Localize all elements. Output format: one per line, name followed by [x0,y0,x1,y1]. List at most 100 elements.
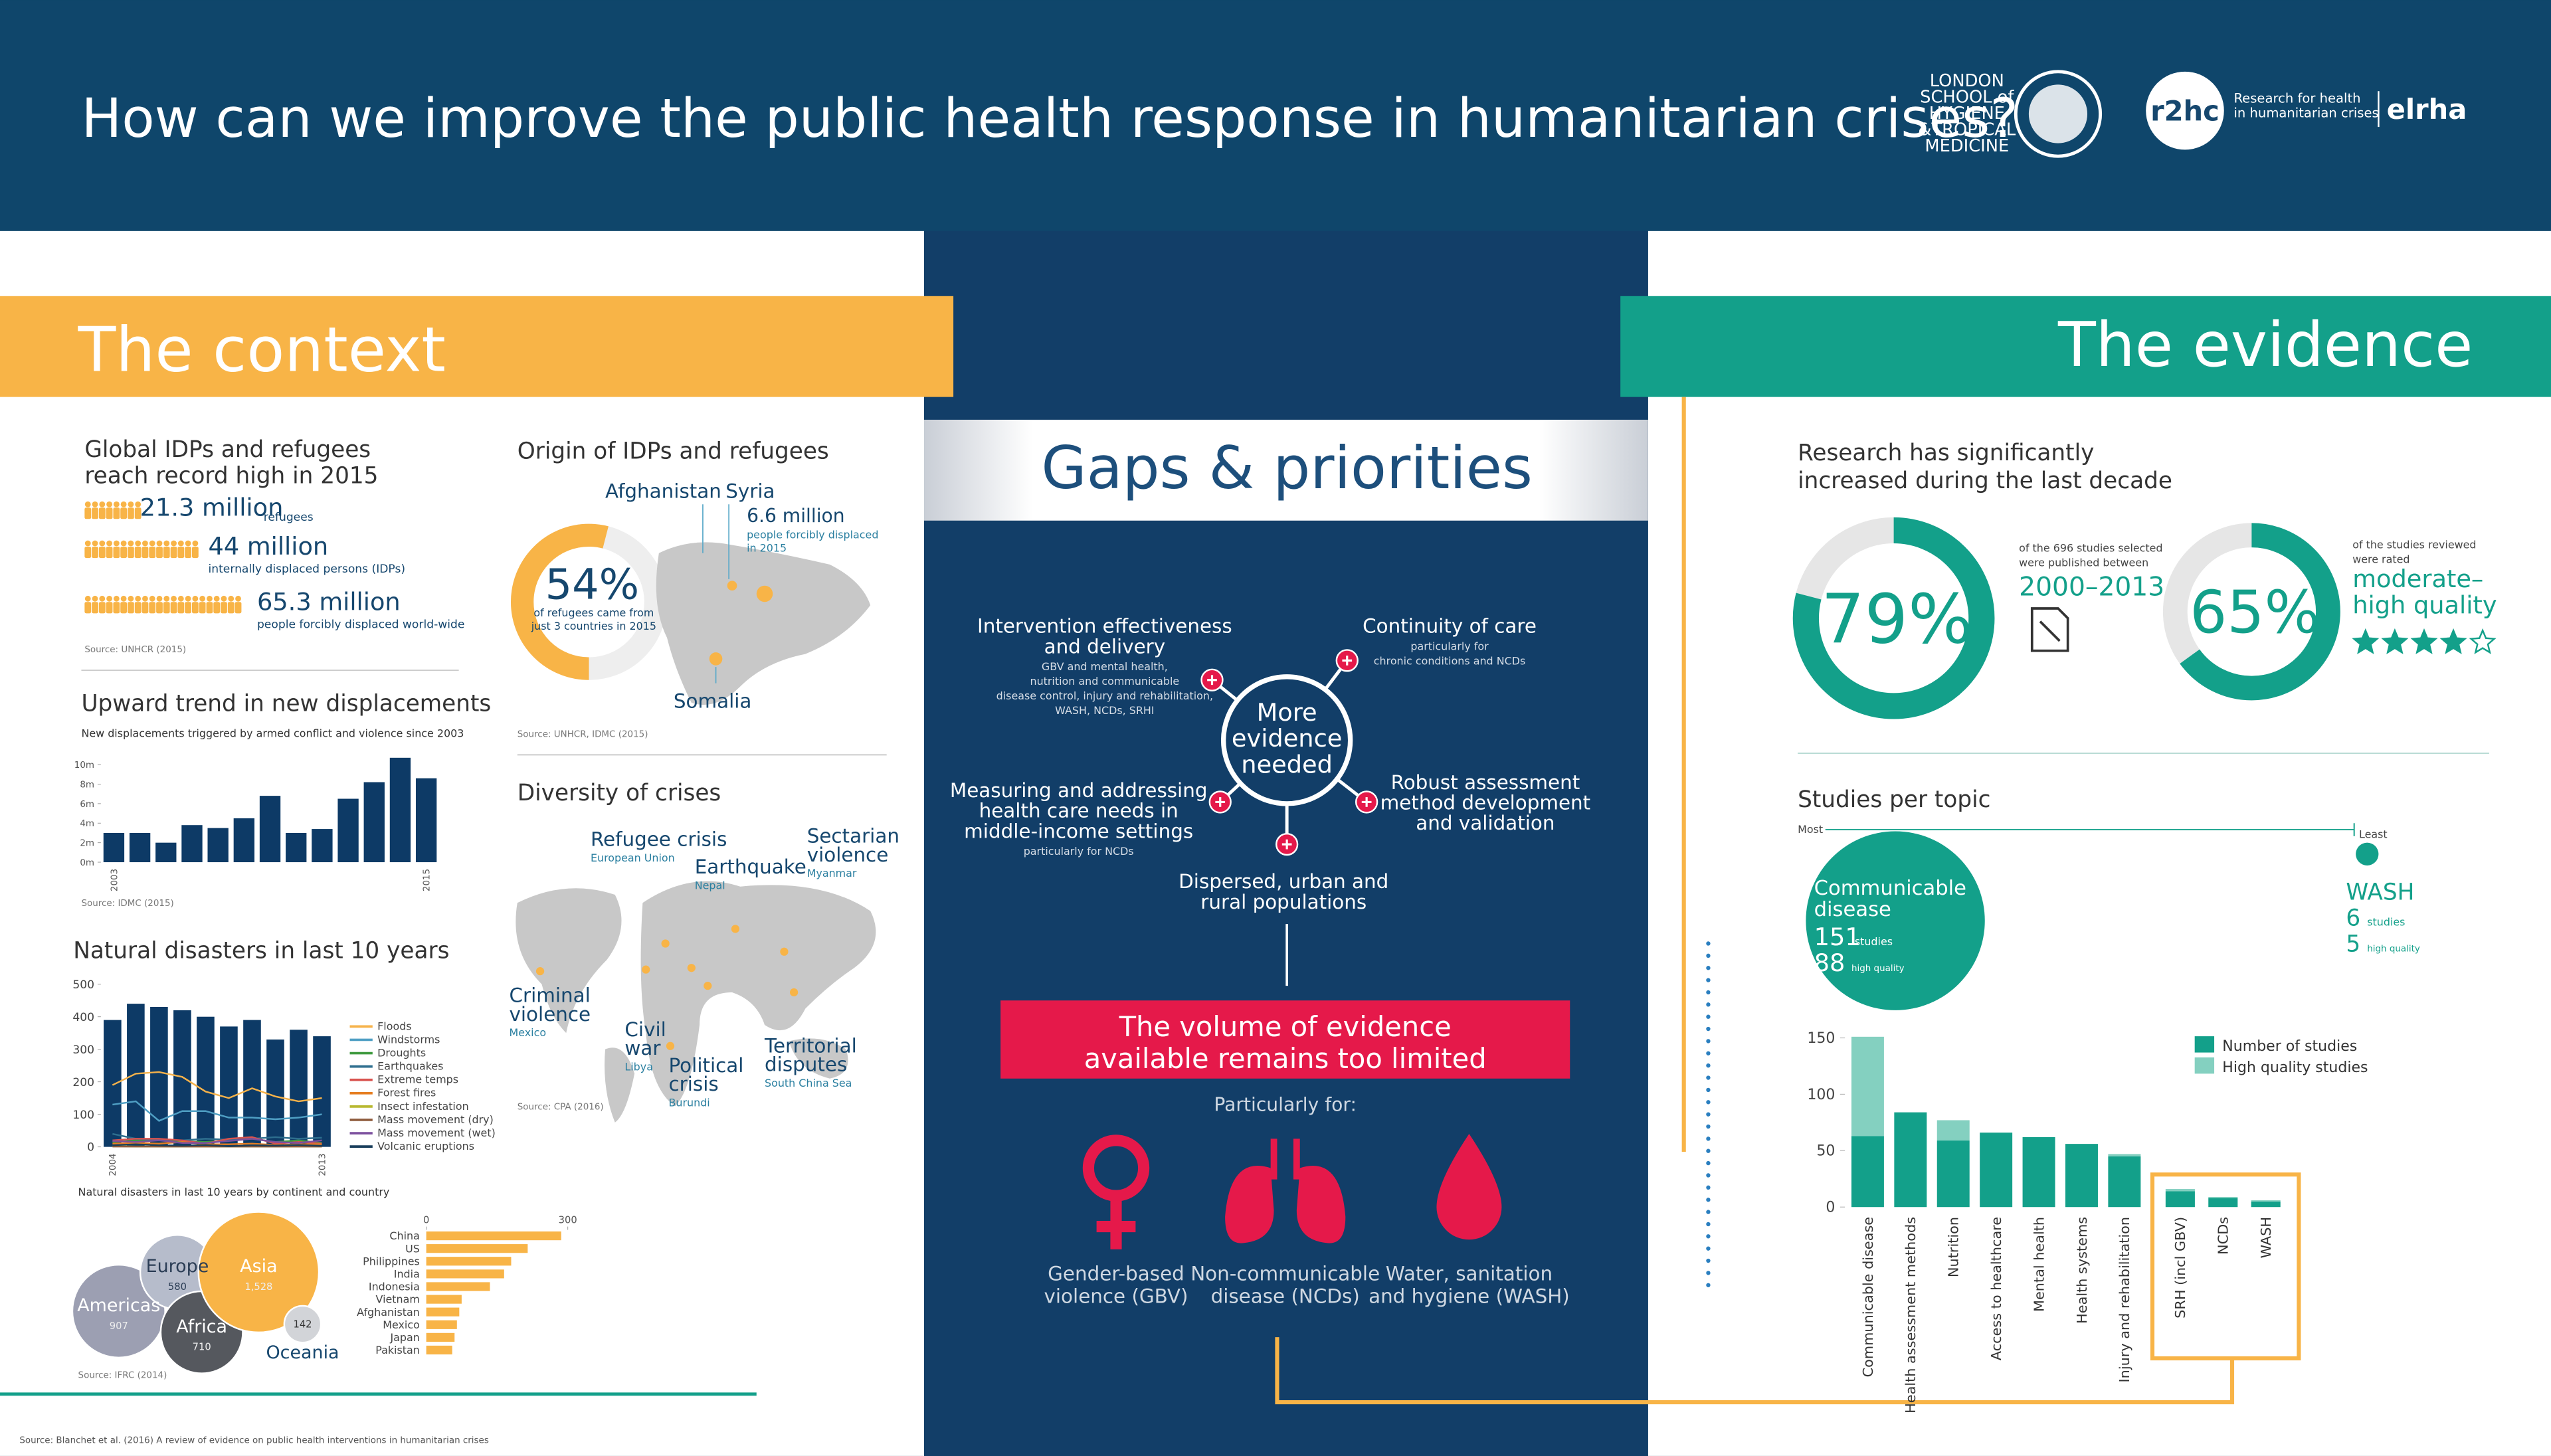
logo-text: MEDICINE [1925,136,2009,156]
gbv-icon [1096,1200,1136,1249]
crisis-place: Mexico [510,1026,547,1039]
person-icon [84,501,91,507]
person-icon [142,540,148,547]
focus-label: Non-communicable [1190,1262,1380,1285]
section-heading: The evidence [2057,309,2473,381]
y-tick-label: 50 [1816,1143,1835,1160]
person-icon [207,595,213,602]
map-highlight [642,965,650,974]
dotted-line [1706,966,1711,970]
bar [415,778,437,863]
priority-note: particularly for [1410,640,1489,652]
chart-title: Studies per topic [1798,786,1990,813]
y-tick-label: India [394,1268,420,1281]
star [2410,628,2438,654]
topic-note: high quality [1851,964,1905,974]
legend-label: Windstorms [377,1033,440,1046]
bar [2108,1154,2141,1156]
person-icon [171,540,177,547]
person-icon [128,501,134,507]
gaps-band [924,419,1648,521]
person-icon [92,540,98,547]
person-icon [156,546,163,559]
stat-label: refugees [264,511,314,524]
source: Source: IDMC (2015) [81,899,173,909]
crisis-place: Myanmar [807,867,857,879]
y-tick-label: Pakistan [375,1344,420,1356]
crisis-label: Earthquake [695,856,806,878]
person-icon [113,501,120,507]
topic-value: 88 [1814,949,1845,977]
legend-label: Insect infestation [377,1100,469,1113]
bar [426,1257,512,1266]
y-tick-label: Japan [389,1331,419,1344]
x-tick-label: 2004 [108,1153,118,1176]
bar [104,1020,122,1147]
x-tick-label: 2015 [423,869,432,891]
stat-label: people forcibly displaced world-wide [257,618,464,631]
person-icon [128,507,134,519]
person-icon [149,602,156,614]
map-highlight [780,947,789,956]
plus-icon [1215,797,1226,807]
person-icon [177,546,185,559]
priority-title: rural populations [1200,891,1367,913]
dotted-line [1706,1198,1711,1202]
legend-swatch [2194,1057,2215,1074]
person-icon [213,602,221,614]
bar [207,828,229,863]
priority-title: and delivery [1044,635,1166,658]
map-highlight [709,652,723,666]
country-label: Syria [725,480,775,502]
person-icon [171,595,177,602]
person-icon [92,602,98,614]
topic-name: Communicable [1814,877,1966,900]
person-icon [92,501,98,507]
bar [1851,1136,1884,1208]
dotted-line [1706,1173,1711,1178]
bar [2165,1189,2195,1192]
y-tick-label: 4m [80,819,94,829]
y-tick-label: 10m [74,761,94,771]
logo-crest-inner [2028,84,2088,143]
person-icon [227,602,235,614]
legend-label: Floods [377,1020,411,1032]
chart-title: Research has significantly [1798,440,2094,466]
x-tick-label: Health systems [2074,1217,2090,1324]
person-icon [149,595,155,602]
person-icon [185,540,191,547]
person-icon [99,595,106,602]
bar [2251,1201,2281,1208]
person-icon [191,546,199,559]
x-tick-label: 0 [423,1215,429,1226]
person-icon [98,546,106,559]
bubble-value: 907 [110,1320,128,1332]
y-tick-label: Vietnam [376,1293,420,1306]
y-tick-label: 300 [72,1044,94,1057]
person-icon [185,602,191,614]
plus-icon [1342,656,1353,666]
x-tick-label: WASH [2258,1217,2274,1259]
bar [389,757,411,863]
logo-text: in humanitarian crises [2233,105,2378,120]
x-tick-label: NCDs [2216,1217,2231,1255]
x-tick-label: Nutrition [1946,1217,1962,1277]
bubble [71,1263,166,1359]
bubble-value: 1,528 [244,1281,272,1293]
person-icon [156,602,163,614]
dotted-line [1706,1246,1711,1251]
bar [1980,1133,2013,1208]
subheading: Particularly for: [1214,1094,1357,1116]
map-highlight [535,967,545,976]
y-tick-label: 0 [87,1141,94,1154]
chart-title: Upward trend in new displacements [81,690,491,717]
banner-text: available remains too limited [1084,1042,1487,1075]
logo-crest [2014,70,2103,158]
bubble-label: Europe [146,1256,209,1277]
donut-arc [510,523,668,680]
dotted-line [1706,1063,1711,1068]
person-icon [92,546,98,559]
bar [1894,1112,1927,1208]
person-icon [128,595,134,602]
person-icon [128,546,134,559]
